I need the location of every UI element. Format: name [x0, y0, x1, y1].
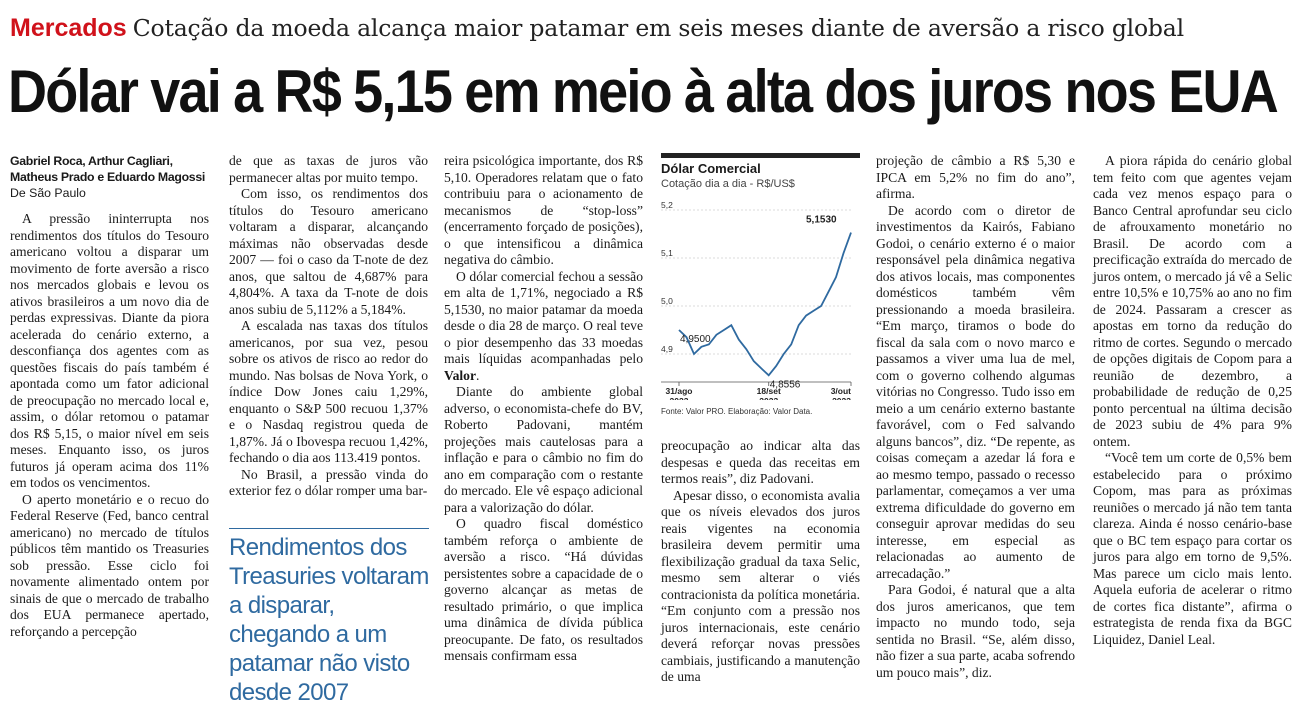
- valor-brand: Valor: [444, 367, 476, 383]
- dollar-chart: Dólar Comercial Cotação dia a dia - R$/U…: [661, 153, 860, 420]
- data-label: 5,1530: [806, 215, 837, 226]
- paragraph: A escalada nas taxas dos títulos america…: [229, 318, 428, 465]
- paragraph: preocupação ao indicar alta das despesas…: [661, 438, 860, 486]
- paragraph: No Brasil, a pressão vinda do exterior f…: [229, 466, 428, 499]
- data-label: 4,9500: [680, 334, 711, 345]
- paragraph: reira psicológica importante, dos R$ 5,1…: [444, 153, 643, 267]
- paragraph: “Você tem um corte de 0,5% bem estabelec…: [1093, 450, 1292, 647]
- article-column-2: de que as taxas de juros vão permanecer …: [229, 153, 428, 500]
- byline-authors-line-2: Matheus Prado e Eduardo Magossi: [10, 170, 206, 184]
- x-tick-year: 2023: [759, 396, 778, 400]
- paragraph: Para Godoi, é natural que a alta dos jur…: [876, 582, 1075, 680]
- article-column-5: projeção de câmbio a R$ 5,30 e IPCA em 5…: [876, 153, 1075, 681]
- x-tick-label: 18/set: [757, 386, 781, 396]
- article-column-3: reira psicológica importante, dos R$ 5,1…: [444, 153, 643, 665]
- paragraph-text: O dólar comercial fechou a sessão em alt…: [444, 268, 643, 367]
- byline-authors: Gabriel Roca, Arthur Cagliari, Matheus P…: [10, 153, 209, 185]
- article-column-1: Gabriel Roca, Arthur Cagliari, Matheus P…: [10, 153, 209, 640]
- paragraph: Apesar disso, o economista avalia que os…: [661, 487, 860, 685]
- article-column-4: preocupação ao indicar alta das despesas…: [661, 438, 860, 686]
- data-label: 4,8556: [770, 379, 801, 390]
- y-tick-label: 4,9: [661, 344, 673, 354]
- y-tick-label: 5,1: [661, 248, 673, 258]
- paragraph: De acordo com o diretor de investimentos…: [876, 202, 1075, 581]
- chart-source: Fonte: Valor PRO. Elaboração: Valor Data…: [661, 407, 813, 416]
- paragraph-end: .: [475, 367, 480, 383]
- chart-plot: 5,25,15,04,94,95004,85565,153031/ago2023…: [661, 200, 852, 400]
- x-tick-label: 31/ago: [666, 386, 693, 396]
- paragraph: O quadro fiscal doméstico também reforça…: [444, 516, 643, 663]
- kicker-subtitle: Cotação da moeda alcança maior patamar e…: [132, 14, 1184, 42]
- byline-authors-line-1: Gabriel Roca, Arthur Cagliari,: [10, 154, 173, 168]
- byline-location: De São Paulo: [10, 186, 86, 200]
- chart-subtitle: Cotação dia a dia - R$/US$: [661, 178, 795, 190]
- y-tick-label: 5,2: [661, 200, 673, 210]
- paragraph: Com isso, os rendimentos dos títulos do …: [229, 186, 428, 317]
- paragraph: O dólar comercial fechou a sessão em alt…: [444, 269, 643, 385]
- paragraph: Diante do ambiente global adverso, o eco…: [444, 384, 643, 515]
- paragraph: de que as taxas de juros vão permanecer …: [229, 153, 428, 185]
- chart-title: Dólar Comercial: [661, 161, 761, 176]
- pull-quote: Rendimentos dos Treasuries voltaram a di…: [229, 528, 429, 707]
- headline: Dólar vai a R$ 5,15 em meio à alta dos j…: [8, 58, 1279, 125]
- paragraph: O aperto monetário e o recuo do Federal …: [10, 491, 209, 639]
- x-tick-label: 3/out: [831, 386, 851, 396]
- paragraph: A pressão ininterrupta nos rendimentos d…: [10, 211, 209, 490]
- article-column-6: A piora rápida do cenário global tem fei…: [1093, 153, 1292, 648]
- y-tick-label: 5,0: [661, 296, 673, 306]
- x-tick-year: 2023: [670, 396, 689, 400]
- series-line: [678, 232, 852, 377]
- paragraph: projeção de câmbio a R$ 5,30 e IPCA em 5…: [876, 153, 1075, 201]
- section-label[interactable]: Mercados: [10, 14, 127, 42]
- paragraph: A piora rápida do cenário global tem fei…: [1093, 153, 1292, 449]
- x-tick-year: 2023: [832, 396, 851, 400]
- kicker: Mercados Cotação da moeda alcança maior p…: [10, 14, 1295, 44]
